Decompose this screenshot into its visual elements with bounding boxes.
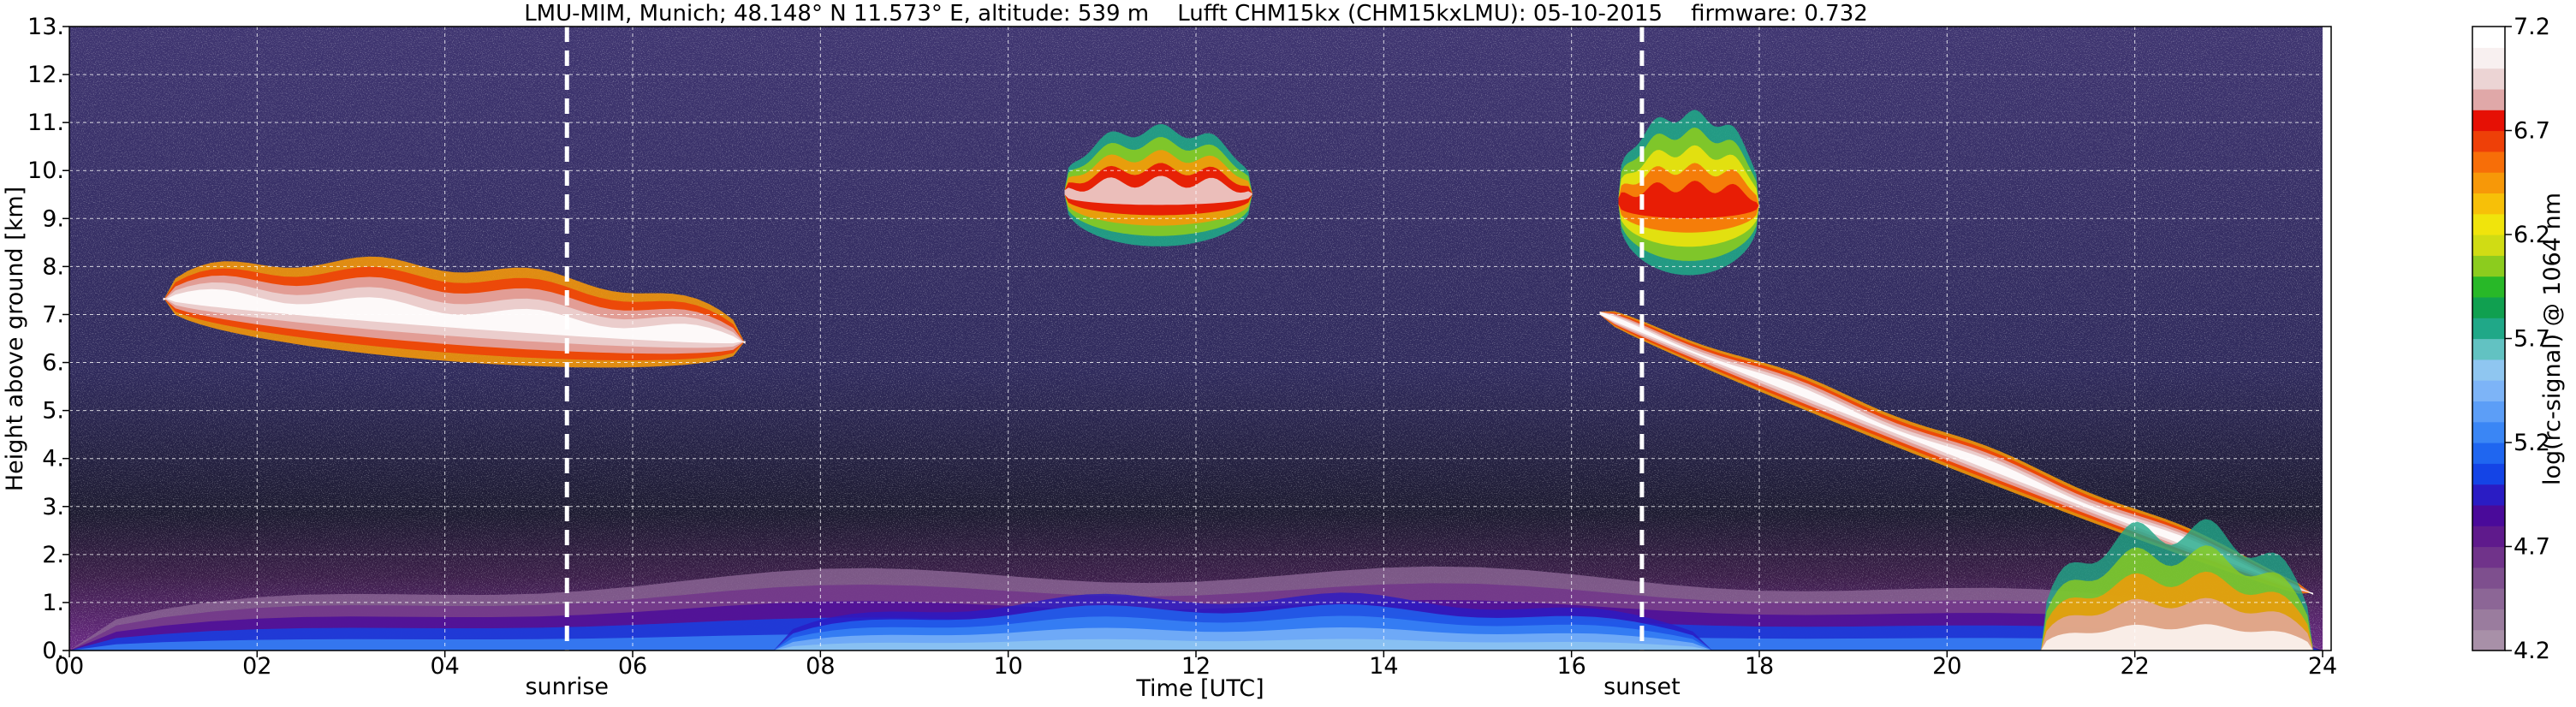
colorbar-ticks: 4.2 4.7 5.2 5.7 6.2 6.7 7.2 (2505, 14, 2550, 664)
y-tick-label: 7. (42, 301, 64, 328)
x-tick-label: 18 (1745, 653, 1774, 680)
marker-label-sunrise: sunrise (525, 674, 609, 700)
x-tick-label: 12 (1181, 653, 1211, 680)
y-axis-ticks: 0. 1. 2. 3. 4. 5. 6. 7. 8. 9. 10. 11. 12. 13. (27, 14, 69, 664)
colorbar-segment (2472, 526, 2505, 548)
y-axis-label: Height above ground [km] (2, 187, 28, 491)
colorbar-segment (2472, 110, 2505, 132)
x-tick-label: 04 (430, 653, 459, 680)
colorbar-tick-label: 6.2 (2514, 222, 2550, 248)
right-edge-strip (2323, 27, 2331, 651)
colorbar-segment (2472, 68, 2505, 90)
x-tick-label: 08 (806, 653, 835, 680)
y-tick-label: 8. (42, 253, 64, 280)
colorbar-segment (2472, 318, 2505, 340)
x-axis-ticks: 00 02 04 06 08 10 12 14 16 18 20 22 24 (55, 651, 2337, 680)
y-tick-label: 10. (27, 157, 64, 184)
y-tick-label: 2. (42, 542, 64, 568)
colorbar-segment (2472, 401, 2505, 423)
colorbar-segment (2472, 463, 2505, 485)
colorbar (2472, 27, 2505, 651)
colorbar-segment (2472, 276, 2505, 298)
chart-title: LMU-MIM, Munich; 48.148° N 11.573° E, al… (524, 1, 1868, 27)
colorbar-segment (2472, 296, 2505, 318)
colorbar-segment (2472, 27, 2505, 48)
colorbar-segment (2472, 359, 2505, 381)
colorbar-tick-label: 5.2 (2514, 430, 2550, 456)
feature-band (1064, 175, 1252, 205)
x-tick-label: 06 (618, 653, 647, 680)
colorbar-segment (2472, 255, 2505, 277)
grid (69, 27, 2323, 651)
colorbar-segment (2472, 88, 2505, 110)
sun-markers (564, 27, 1645, 651)
colorbar-segment (2472, 588, 2505, 609)
colorbar-segment (2472, 504, 2505, 526)
feature-band (2041, 624, 2313, 651)
colorbar-tick-label: 4.2 (2514, 638, 2550, 664)
sun-marker-labels: sunrise sunset (525, 674, 1680, 700)
colorbar-tick-label: 6.7 (2514, 118, 2550, 145)
colorbar-segment (2472, 172, 2505, 193)
colorbar-segment (2472, 235, 2505, 256)
y-tick-label: 3. (42, 494, 64, 520)
y-tick-label: 13. (27, 14, 64, 40)
colorbar-segment (2472, 130, 2505, 152)
x-tick-label: 10 (993, 653, 1022, 680)
colorbar-segment (2472, 380, 2505, 401)
x-tick-label: 00 (55, 653, 84, 680)
y-tick-label: 9. (42, 205, 64, 232)
marker-label-sunset: sunset (1603, 674, 1681, 700)
colorbar-segment (2472, 546, 2505, 568)
x-tick-label: 02 (242, 653, 271, 680)
x-tick-label: 20 (1932, 653, 1961, 680)
y-tick-label: 1. (42, 590, 64, 616)
y-tick-label: 0. (42, 638, 64, 664)
colorbar-segment (2472, 443, 2505, 464)
y-tick-label: 6. (42, 350, 64, 377)
plot-area (69, 27, 2331, 651)
colorbar-label: log(rc-signal) @ 1064 nm (2539, 193, 2566, 485)
colorbar-segment (2472, 193, 2505, 215)
colorbar-tick-label: 4.7 (2514, 534, 2550, 561)
y-tick-label: 12. (27, 62, 64, 88)
y-tick-label: 5. (42, 398, 64, 425)
feature-band (163, 288, 746, 344)
x-axis-label: Time [UTC] (1135, 675, 1264, 702)
x-tick-label: 16 (1556, 653, 1585, 680)
y-tick-label: 11. (27, 110, 64, 136)
colorbar-segment (2472, 47, 2505, 69)
x-tick-label: 22 (2120, 653, 2149, 680)
feature-band (1618, 181, 1759, 219)
colorbar-segment (2472, 484, 2505, 506)
colorbar-tick-label: 5.7 (2514, 326, 2550, 353)
colorbar-segment (2472, 151, 2505, 173)
colorbar-segment (2472, 421, 2505, 443)
colorbar-segment (2472, 609, 2505, 631)
colorbar-segment (2472, 338, 2505, 360)
colorbar-segment (2472, 567, 2505, 589)
colorbar-segment (2472, 629, 2505, 651)
x-tick-label: 14 (1369, 653, 1398, 680)
plot-frame (68, 26, 2332, 651)
colorbar-tick-label: 7.2 (2514, 14, 2550, 40)
x-tick-label: 24 (2308, 653, 2337, 680)
feature-band (773, 639, 1713, 651)
colorbar-segment (2472, 213, 2505, 235)
y-tick-label: 4. (42, 446, 64, 472)
